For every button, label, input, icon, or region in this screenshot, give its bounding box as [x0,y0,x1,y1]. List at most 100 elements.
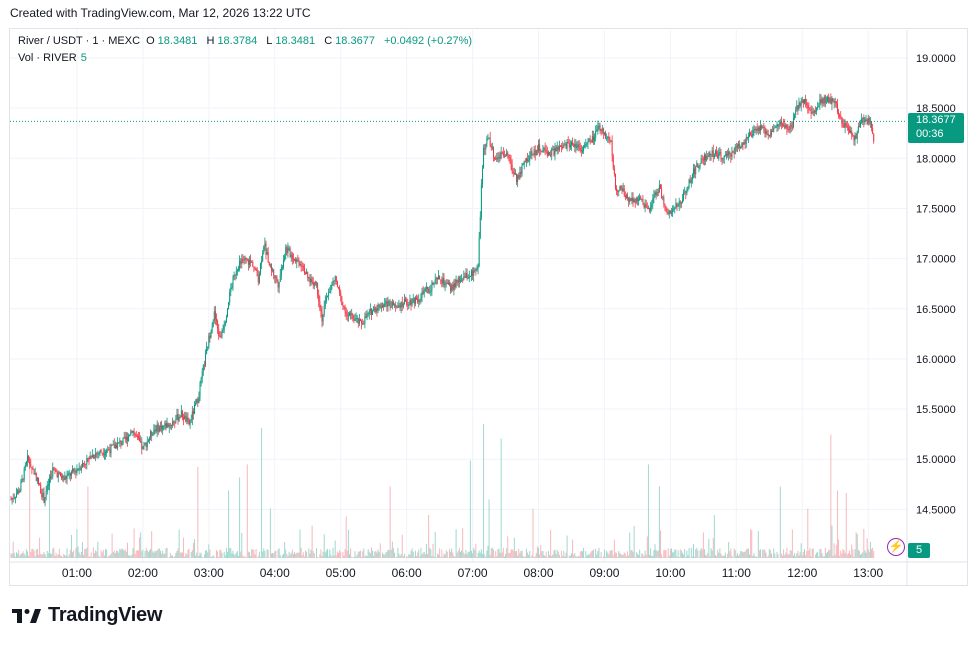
volume-bar [705,554,707,558]
volume-bar [697,550,699,558]
candle-body [111,444,113,446]
volume-bar [863,528,865,558]
candle-body [362,323,364,325]
candle-body [729,151,731,154]
candle-body [622,188,624,191]
volume-bar [230,547,232,558]
candle-body [599,125,601,129]
tradingview-logo[interactable]: TradingView [12,604,162,627]
candle-body [311,279,313,282]
volume-bar [764,549,766,558]
candle-body [541,151,543,153]
candle-body [797,105,799,110]
volume-bar [376,552,378,558]
volume-bar [33,550,35,558]
candle-body [15,493,17,497]
candle-body [532,154,534,156]
volume-bar [560,557,561,558]
candle-body [568,143,570,148]
volume-bar [313,553,315,558]
volume-bar [248,552,250,558]
volume-bar [586,555,588,558]
candle-body [191,411,193,420]
volume-bar [836,490,838,558]
volume-bar [760,549,762,558]
volume-bar [117,551,119,558]
volume-bar [291,549,293,558]
candle-body [824,96,826,103]
candle-body [697,163,699,168]
volume-bar [94,553,96,558]
volume-bar [453,555,455,558]
volume-bar [540,544,542,558]
candle-body [730,153,732,157]
candle-body [445,282,447,285]
candle-body [94,457,96,459]
volume-bar [872,547,874,558]
volume-bar [543,555,545,558]
volume-bar [385,552,387,558]
volume-bar [320,549,322,558]
volume-bar [321,555,323,558]
candle-body [308,277,310,279]
chart-frame[interactable] [9,28,968,586]
candle-body [806,102,808,105]
volume-bar [820,548,822,558]
volume-bar [37,554,39,558]
symbol-label[interactable]: River / USDT · 1 · MEXC [18,35,141,47]
candle-body [696,163,698,167]
candle-body [234,274,236,276]
candle-body [464,276,466,278]
candle-body [564,144,566,146]
candle-body [772,130,774,132]
volume-bar [141,551,143,558]
candle-body [763,127,765,129]
volume-bar [475,543,477,558]
x-tick-label: 03:00 [194,566,224,580]
volume-bar [425,543,427,558]
volume-bar [100,550,102,558]
candle-body [484,148,486,150]
candle-body [850,130,852,133]
volume-bar [195,555,197,558]
candle-body [425,287,427,290]
candle-body [231,286,233,288]
volume-bar [403,553,405,558]
volume-bar [740,551,742,558]
candle-body [516,173,518,182]
candle-body [272,269,274,271]
volume-bar [860,554,862,558]
candle-body [430,290,432,292]
candle-body [831,98,833,105]
candle-body [368,310,370,314]
candle-body [652,198,654,205]
candle-body [384,303,386,307]
volume-bar [506,548,508,558]
volume-bar [838,539,840,558]
candle-body [849,129,851,133]
volume-bar [462,528,464,558]
volume-bar [296,552,298,558]
lightning-icon[interactable]: ⚡ [887,538,905,556]
volume-bar [168,557,170,558]
volume-bar [797,550,799,558]
volume-bar [854,549,856,558]
candle-body [632,197,634,203]
volume-bar [787,554,789,558]
candle-body [247,259,249,265]
volume-bar [170,555,172,558]
volume-bar [270,553,272,558]
volume-bar [351,557,353,558]
candle-body [72,468,74,472]
candle-body [722,157,724,160]
volume-bar [810,556,812,558]
candle-body [787,128,789,130]
volume-bar [88,556,90,558]
volume-bar [788,554,790,558]
candle-body [861,119,863,123]
volume-bar [198,555,200,558]
candle-body [67,473,69,476]
candle-body [472,270,474,276]
volume-bar [792,555,794,558]
